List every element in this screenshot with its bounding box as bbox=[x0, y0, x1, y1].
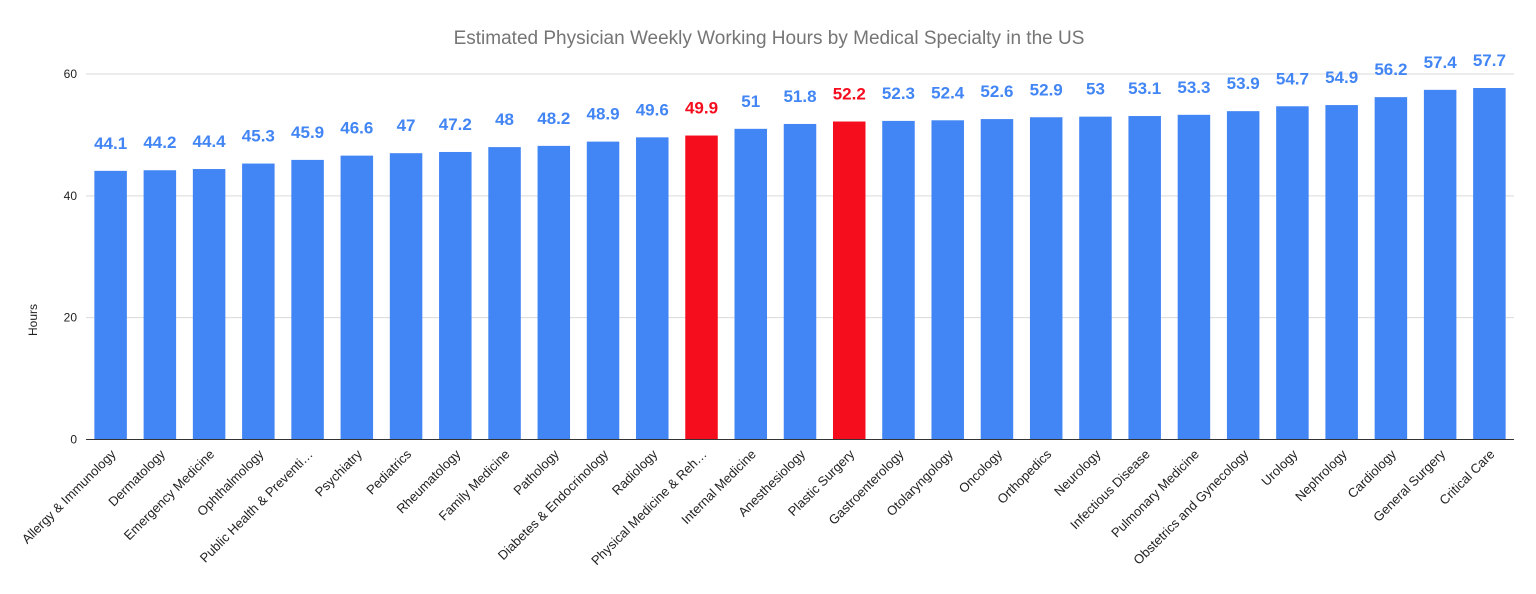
data-label: 47.2 bbox=[439, 115, 472, 134]
bar bbox=[783, 123, 817, 440]
bar bbox=[389, 153, 423, 440]
x-tick-label: Urology bbox=[1258, 446, 1301, 489]
x-tick-labels: Allergy & ImmunologyDermatologyEmergency… bbox=[19, 446, 1498, 568]
bar bbox=[1276, 106, 1309, 440]
bar bbox=[1423, 89, 1457, 440]
bar bbox=[1226, 111, 1260, 440]
data-label: 52.6 bbox=[980, 82, 1013, 101]
data-label: 52.3 bbox=[882, 84, 915, 103]
x-tick-label: Allergy & Immunology bbox=[19, 446, 119, 546]
data-label: 44.1 bbox=[94, 134, 127, 153]
data-label: 57.4 bbox=[1424, 53, 1458, 72]
data-label: 44.2 bbox=[143, 133, 176, 152]
bar bbox=[734, 128, 768, 440]
x-tick-label: Orthopedics bbox=[994, 446, 1055, 507]
data-label: 52.9 bbox=[1030, 80, 1063, 99]
bar bbox=[931, 120, 964, 440]
data-label: 48 bbox=[495, 110, 514, 129]
bar bbox=[1473, 88, 1506, 440]
y-tick-label: 20 bbox=[64, 311, 78, 325]
bar bbox=[94, 170, 127, 440]
x-tick-label: Oncology bbox=[956, 446, 1006, 496]
data-label: 56.2 bbox=[1374, 60, 1407, 79]
bar bbox=[636, 137, 669, 440]
data-label: 53 bbox=[1086, 80, 1105, 99]
bar bbox=[340, 155, 374, 440]
x-tick-label: Emergency Medicine bbox=[121, 447, 217, 543]
bar bbox=[832, 121, 866, 440]
data-label: 53.9 bbox=[1227, 74, 1260, 93]
bar bbox=[488, 147, 521, 440]
bar bbox=[1325, 105, 1358, 440]
bar bbox=[980, 119, 1014, 440]
bar bbox=[143, 170, 177, 440]
data-label: 45.9 bbox=[291, 123, 324, 142]
x-tick-label: Nephrology bbox=[1292, 446, 1350, 504]
bar bbox=[242, 163, 275, 440]
bar bbox=[192, 169, 226, 440]
data-label: 48.9 bbox=[586, 105, 619, 124]
data-label: 51 bbox=[741, 92, 760, 111]
y-axis-label: Hours bbox=[26, 304, 40, 336]
bar bbox=[1374, 97, 1408, 440]
data-label: 49.9 bbox=[685, 99, 718, 118]
y-tick-label: 40 bbox=[64, 189, 78, 203]
data-label: 52.2 bbox=[833, 85, 866, 104]
data-label: 44.4 bbox=[193, 132, 227, 151]
bar bbox=[291, 159, 324, 440]
y-tick-label: 0 bbox=[70, 433, 77, 447]
bar bbox=[1177, 114, 1211, 440]
data-label: 53.3 bbox=[1177, 78, 1210, 97]
bar bbox=[586, 141, 620, 440]
data-label: 51.8 bbox=[783, 87, 816, 106]
bar bbox=[439, 151, 472, 440]
x-tick-label: Pathology bbox=[510, 446, 562, 498]
data-label: 53.1 bbox=[1128, 79, 1161, 98]
data-labels: 44.1 44.2 44.4 45.3 45.9 46.6 47 47.2 48 48.2 48.9… bbox=[94, 51, 1506, 153]
x-tick-label: Pediatrics bbox=[363, 446, 414, 497]
data-label: 54.7 bbox=[1276, 69, 1309, 88]
data-label: 54.9 bbox=[1325, 68, 1358, 87]
data-label: 45.3 bbox=[242, 127, 275, 146]
data-label: 48.2 bbox=[537, 109, 570, 128]
x-tick-label: Neurology bbox=[1051, 446, 1104, 499]
bar bbox=[1029, 117, 1063, 440]
data-label: 57.7 bbox=[1473, 51, 1506, 70]
bar bbox=[685, 135, 718, 440]
y-tick-label: 60 bbox=[64, 67, 78, 81]
x-tick-label: Pulmonary Medicine bbox=[1108, 447, 1202, 541]
bar bbox=[1079, 116, 1112, 440]
data-label: 46.6 bbox=[340, 119, 373, 138]
bars bbox=[94, 88, 1506, 440]
x-tick-label: Radiology bbox=[609, 446, 661, 498]
data-label: 52.4 bbox=[931, 83, 965, 102]
bar bbox=[1128, 116, 1161, 440]
bar bbox=[537, 145, 571, 440]
data-label: 49.6 bbox=[636, 100, 669, 119]
bar bbox=[882, 120, 915, 440]
x-tick-label: Psychiatry bbox=[312, 446, 365, 499]
chart-title: Estimated Physician Weekly Working Hours… bbox=[454, 28, 1085, 49]
data-label: 47 bbox=[397, 116, 416, 135]
